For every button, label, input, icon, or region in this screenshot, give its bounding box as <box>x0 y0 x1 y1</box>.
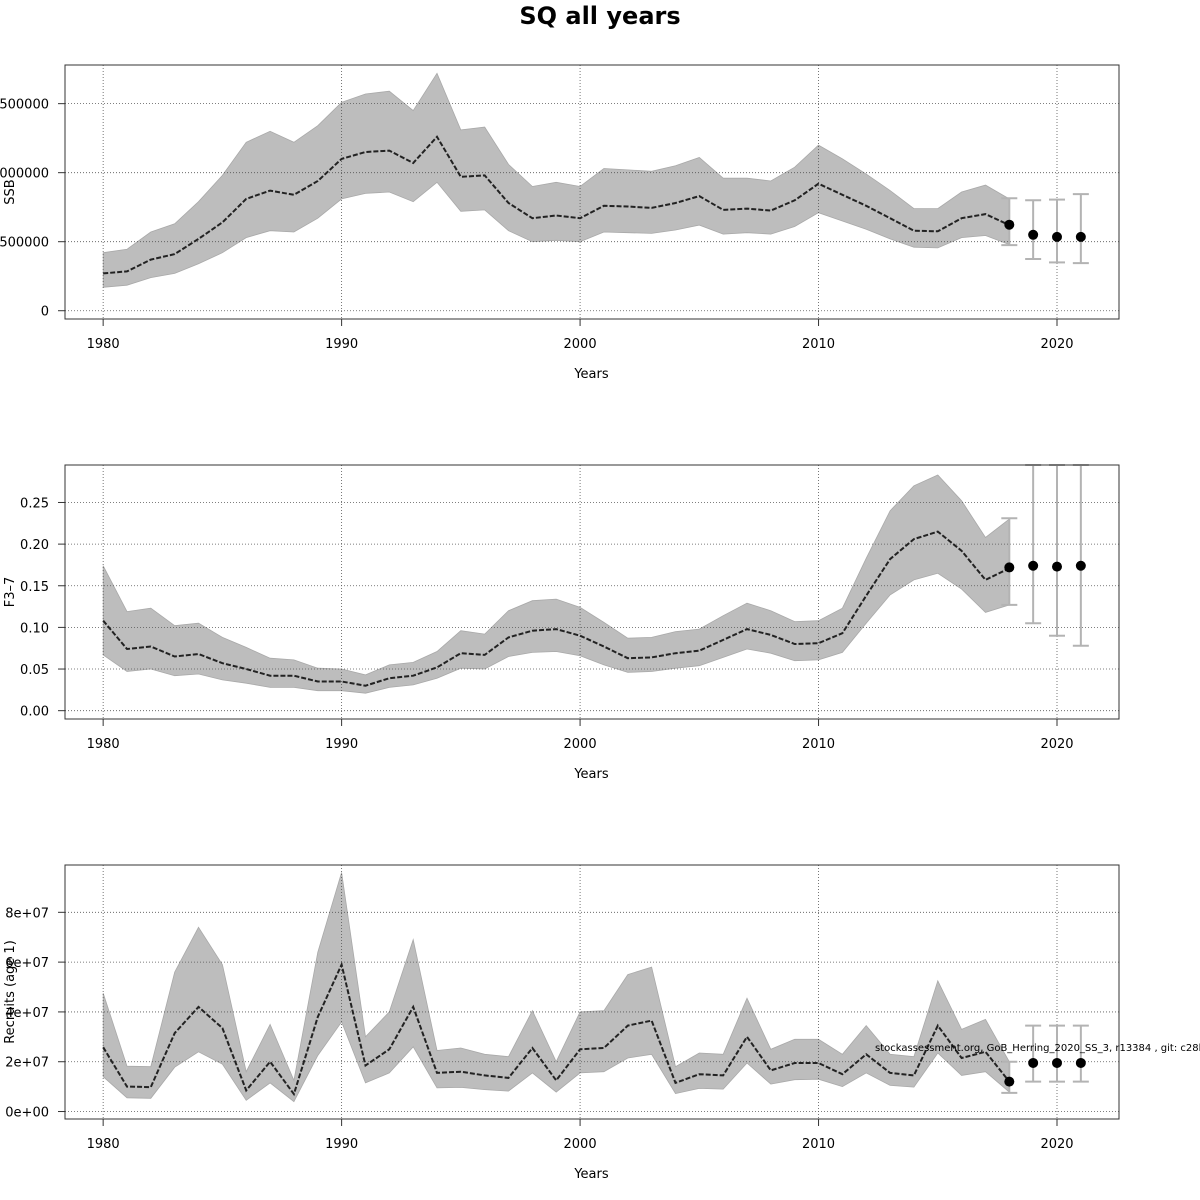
recruits-y-tick-label: 6e+07 <box>5 956 49 971</box>
recruits-estimate-line <box>102 961 1011 1097</box>
ssb-forecast-point <box>1052 231 1062 242</box>
fishing-mortality-x-tick-label: 1990 <box>325 737 358 752</box>
fishing-mortality-x-tick-label: 2010 <box>802 737 835 752</box>
recruits-panel: 1980 1990 2000 2010 2020 0e+00 2e+07 4e+07 6e+07… <box>3 864 1120 1182</box>
recruits-x-tick-label: 2010 <box>802 1137 835 1152</box>
recruits-plot-frame <box>64 864 1120 1120</box>
fishing-mortality-x-tick-label: 2020 <box>1040 737 1073 752</box>
recruits-y-tick-label: 8e+07 <box>5 906 49 921</box>
fishing-mortality-x-axis-label: Years <box>573 767 609 782</box>
fishing-mortality-forecast-point <box>1052 561 1062 572</box>
recruits-forecast-point <box>1028 1057 1039 1068</box>
fishing-mortality-plot-frame <box>64 464 1120 720</box>
fishing-mortality-forecast-point <box>1075 560 1086 571</box>
recruits-y-tick-label: 0e+00 <box>5 1106 49 1121</box>
fishing-mortality-y-axis-label: F3–7 <box>3 577 18 608</box>
ssb-x-tick-label: 2000 <box>564 337 597 352</box>
recruits-confidence-band <box>102 872 1010 1103</box>
ssb-y-axis-label: SSB <box>3 179 18 204</box>
recruits-forecast-point <box>1004 1076 1015 1087</box>
ssb-x-tick-label: 1990 <box>325 337 358 352</box>
ssb-forecast-point <box>1004 219 1015 230</box>
ssb-y-tick-label: 1500000 <box>0 98 49 113</box>
ssb-confidence-band <box>102 72 1010 288</box>
fishing-mortality-y-tick-label: 0.25 <box>20 496 49 511</box>
fishing-mortality-y-tick-label: 0.10 <box>20 621 49 636</box>
ssb-panel: 1980 1990 2000 2010 2020 0 500000 1000000 150000… <box>0 64 1120 382</box>
ssb-x-tick-label: 2010 <box>802 337 835 352</box>
recruits-x-tick-label: 2000 <box>564 1137 597 1152</box>
recruits-y-tick-label: 2e+07 <box>5 1056 49 1071</box>
fishing-mortality-forecast-point <box>1004 562 1015 573</box>
recruits-forecast-point <box>1052 1057 1062 1068</box>
ssb-x-axis-label: Years <box>573 367 609 382</box>
ssb-forecast-point <box>1075 231 1086 242</box>
recruits-y-tick-label: 4e+07 <box>5 1006 49 1021</box>
recruits-x-axis-label: Years <box>573 1167 609 1182</box>
fishing-mortality-y-tick-label: 0.15 <box>20 580 49 595</box>
source-footnote: stockassessment.org, GoB_Herring_2020_SS… <box>875 1043 1200 1054</box>
ssb-y-tick-label: 500000 <box>0 236 49 251</box>
fishing-mortality-x-tick-label: 1980 <box>87 737 120 752</box>
ssb-x-tick-label: 2020 <box>1040 337 1073 352</box>
fishing-mortality-forecast-point <box>1028 560 1039 571</box>
ssb-y-tick-label: 1000000 <box>0 167 49 182</box>
fishing-mortality-estimate-line <box>102 530 1010 687</box>
recruits-forecast-point <box>1075 1057 1086 1068</box>
recruits-y-axis-label: Recruits (age 1) <box>3 940 18 1044</box>
fishing-mortality-x-tick-label: 2000 <box>564 737 597 752</box>
fishing-mortality-confidence-band <box>102 474 1010 694</box>
ssb-forecast-point <box>1028 229 1039 240</box>
fishing-mortality-panel: 1980 1990 2000 2010 2020 0.00 0.05 0.10 0.15 0.20… <box>3 464 1120 782</box>
recruits-x-tick-label: 1980 <box>87 1137 120 1152</box>
ssb-plot-frame <box>64 64 1120 320</box>
page-title: SQ all years <box>519 2 681 30</box>
ssb-y-tick-label: 0 <box>41 305 49 320</box>
fishing-mortality-y-tick-label: 0.05 <box>20 663 49 678</box>
recruits-x-tick-label: 1990 <box>325 1137 358 1152</box>
fishing-mortality-y-tick-label: 0.00 <box>20 705 49 720</box>
fishing-mortality-y-tick-label: 0.20 <box>20 538 49 553</box>
ssb-x-tick-label: 1980 <box>87 337 120 352</box>
recruits-x-tick-label: 2020 <box>1040 1137 1073 1152</box>
